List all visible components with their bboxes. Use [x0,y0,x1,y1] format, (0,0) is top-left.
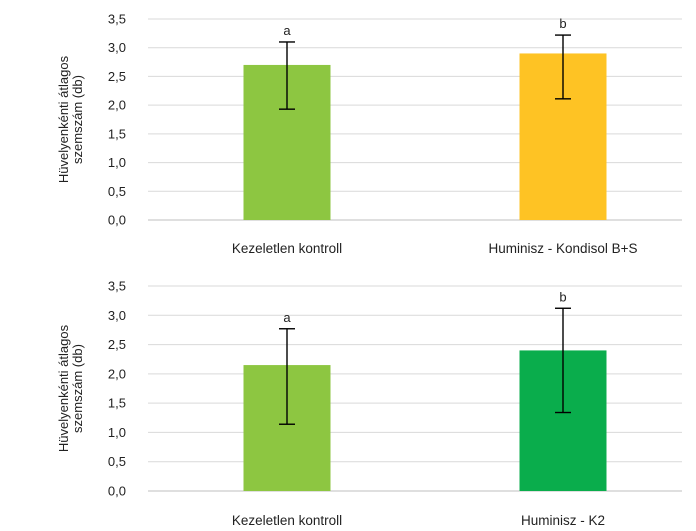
category-label-0-0: Kezeletlen kontroll [232,241,342,256]
y-tick-label-1-1: 0,5 [108,454,126,469]
y-tick-label-1-3: 1,5 [108,396,126,411]
y-tick-label-0-1: 0,5 [108,184,126,199]
category-label-1-1: Huminisz - K2 [521,513,605,528]
y-tick-label-0-3: 1,5 [108,126,126,141]
y-tick-label-1-0: 0,0 [108,484,126,499]
y-tick-label-0-4: 2,0 [108,98,126,113]
y-axis-label-0-1: szemszám (db) [70,75,85,164]
y-tick-label-0-5: 2,5 [108,69,126,84]
y-tick-label-1-5: 2,5 [108,337,126,352]
y-tick-label-1-4: 2,0 [108,366,126,381]
y-axis-label-1-0: Hüvelyenkénti átlagos [56,324,71,452]
y-axis-label-0-0: Hüvelyenkénti átlagos [56,55,71,183]
y-tick-label-1-2: 1,0 [108,425,126,440]
significance-letter-1-0: a [283,310,291,325]
significance-letter-0-0: a [283,23,291,38]
y-tick-label-0-6: 3,0 [108,40,126,55]
y-axis-label-1-1: szemszám (db) [70,344,85,433]
significance-letter-0-1: b [559,16,566,31]
y-tick-label-0-7: 3,5 [108,12,126,27]
y-tick-label-0-0: 0,0 [108,213,126,228]
y-tick-label-0-2: 1,0 [108,155,126,170]
y-tick-label-1-7: 3,5 [108,279,126,294]
y-tick-label-1-6: 3,0 [108,308,126,323]
category-label-1-0: Kezeletlen kontroll [232,513,342,528]
significance-letter-1-1: b [559,289,566,304]
category-label-0-1: Huminisz - Kondisol B+S [489,241,638,256]
